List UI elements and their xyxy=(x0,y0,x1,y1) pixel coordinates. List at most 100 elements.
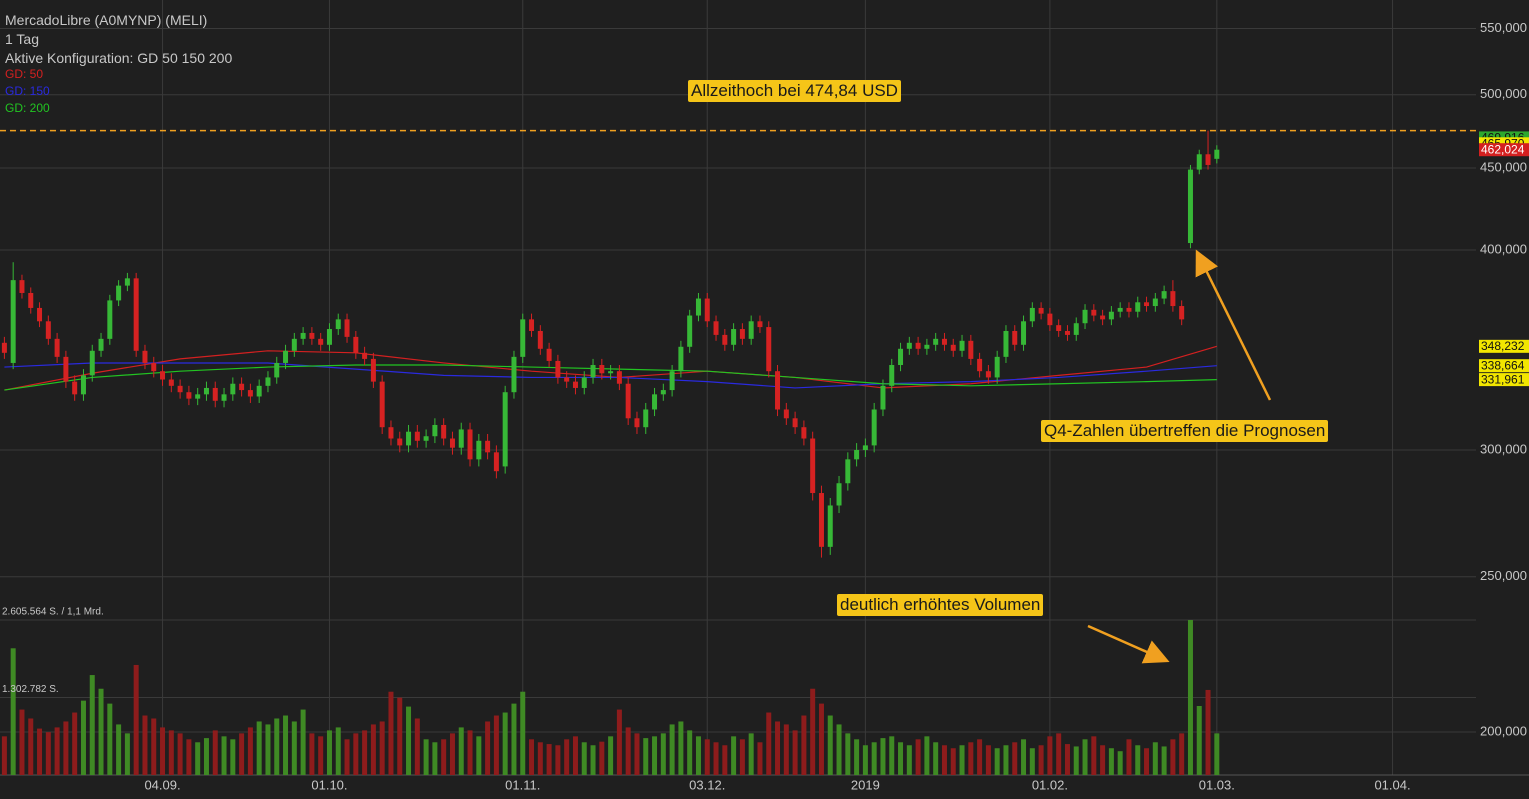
volume-bar xyxy=(608,736,614,775)
volume-bar xyxy=(985,745,991,775)
volume-bar xyxy=(1214,733,1220,775)
volume-bar xyxy=(1082,739,1088,775)
y-tick-label: 450,000 xyxy=(1480,159,1527,174)
volume-bar xyxy=(326,730,332,775)
price-label: 338,664 xyxy=(1481,358,1525,372)
candle-body xyxy=(19,280,25,293)
candle-body xyxy=(230,383,236,395)
candle-body xyxy=(994,356,1000,378)
volume-bar xyxy=(889,736,895,775)
candle-body xyxy=(344,319,350,337)
volume-bar xyxy=(643,738,649,775)
volume-bar xyxy=(1135,745,1141,775)
candle-body xyxy=(1100,315,1106,320)
annotation: Q4-Zahlen übertreffen die Prognosen xyxy=(1041,420,1329,442)
volume-bar xyxy=(854,739,860,775)
candle-body xyxy=(1161,291,1167,299)
candle-body xyxy=(72,381,78,395)
y-tick-label: 250,000 xyxy=(1480,568,1527,583)
candle-body xyxy=(959,340,965,351)
volume-bar xyxy=(634,733,640,775)
volume-bar xyxy=(599,741,605,775)
volume-bar xyxy=(1038,745,1044,775)
volume-bar xyxy=(529,739,535,775)
candle-body xyxy=(1205,154,1211,165)
candle-body xyxy=(801,427,807,439)
candle-body xyxy=(1064,330,1070,335)
volume-bar xyxy=(845,733,851,775)
volume-bar xyxy=(669,724,675,775)
candle-body xyxy=(616,371,622,384)
candle-body xyxy=(467,429,473,460)
candle-body xyxy=(1214,149,1220,159)
candle-body xyxy=(783,409,789,419)
candle-body xyxy=(1091,309,1097,316)
candle-body xyxy=(827,505,833,547)
volume-bar xyxy=(994,748,1000,775)
y-tick-label: 400,000 xyxy=(1480,241,1527,256)
candle-body xyxy=(1135,302,1141,312)
candle-body xyxy=(485,440,491,453)
candle-body xyxy=(89,350,95,376)
volume-bar xyxy=(924,736,930,775)
volume-bar xyxy=(1073,746,1079,775)
volume-bar xyxy=(660,733,666,775)
volume-bar xyxy=(564,739,570,775)
volume-bar xyxy=(616,709,622,775)
candle-body xyxy=(1152,298,1158,307)
candle-body xyxy=(775,371,781,410)
volume-bar xyxy=(941,745,947,775)
volume-bar xyxy=(256,721,262,775)
candle-body xyxy=(731,329,737,345)
candle-body xyxy=(274,362,280,378)
candle-body xyxy=(608,371,614,374)
y-tick-label: 300,000 xyxy=(1480,441,1527,456)
volume-bar xyxy=(423,739,429,775)
candle-body xyxy=(1003,330,1009,357)
candle-body xyxy=(177,385,183,393)
chart-subtitle: 1 Tag xyxy=(5,31,39,47)
volume-bar xyxy=(862,745,868,775)
volume-bar xyxy=(748,733,754,775)
volume-bar xyxy=(1,736,7,775)
volume-bar xyxy=(203,738,209,775)
candle-body xyxy=(810,438,816,494)
volume-bar xyxy=(318,736,324,775)
candle-body xyxy=(423,436,429,441)
volume-bar xyxy=(458,727,464,775)
volume-bar xyxy=(546,744,552,775)
volume-bar xyxy=(731,736,737,775)
volume-bar xyxy=(915,739,921,775)
candle-body xyxy=(458,429,464,448)
candle-body xyxy=(1021,321,1027,345)
candle-body xyxy=(634,418,640,428)
candle-body xyxy=(968,340,974,359)
volume-tick-label: 1.302.782 S. xyxy=(2,684,59,695)
candle-body xyxy=(63,356,69,382)
candle-body xyxy=(186,392,192,399)
legend-entry: GD: 200 xyxy=(5,101,50,115)
volume-bar xyxy=(775,721,781,775)
volume-bar xyxy=(1012,742,1018,775)
volume-bar xyxy=(1091,736,1097,775)
candle-body xyxy=(792,418,798,428)
candle-body xyxy=(520,319,526,357)
price-label-box xyxy=(1479,143,1529,157)
candle-body xyxy=(687,315,693,347)
candle-body xyxy=(142,350,148,363)
volume-bar xyxy=(977,739,983,775)
candle-body xyxy=(1,342,7,353)
volume-bar xyxy=(1029,748,1035,775)
volume-bar xyxy=(54,727,60,775)
candle-body xyxy=(836,483,842,506)
candle-body xyxy=(1073,323,1079,335)
x-tick-label: 01.03. xyxy=(1199,777,1235,792)
candle-body xyxy=(660,390,666,395)
volume-bar xyxy=(441,739,447,775)
candle-body xyxy=(889,365,895,386)
volume-bar xyxy=(370,724,376,775)
candle-body xyxy=(871,409,877,446)
volume-bar xyxy=(467,730,473,775)
volume-bar xyxy=(283,715,289,775)
volume-bar xyxy=(89,675,95,775)
